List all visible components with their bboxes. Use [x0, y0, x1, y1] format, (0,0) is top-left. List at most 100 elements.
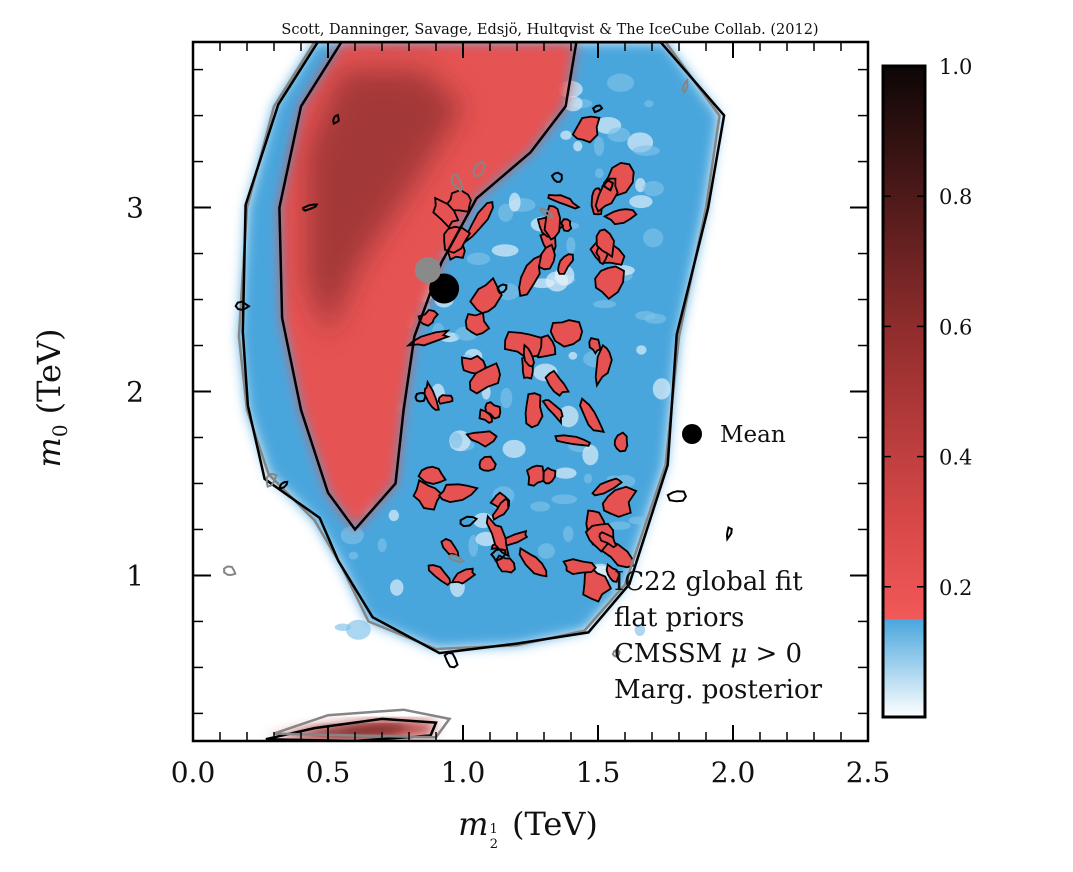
colorbar: 0.2 0.4 0.6 0.8 1.0: [881, 55, 972, 719]
legend: Mean: [682, 422, 786, 448]
blue-mottle: [348, 551, 359, 560]
blue-mottle: [508, 192, 521, 212]
red-speckle: [591, 477, 624, 497]
annotation-line-4: Marg. posterior: [614, 675, 823, 705]
isolated-contour: [223, 565, 237, 576]
blue-mottle: [502, 439, 526, 458]
colorbar-tick-label: 0.6: [939, 315, 972, 339]
blue-mottle: [468, 534, 479, 557]
colorbar-ticks: 0.2 0.4 0.6 0.8 1.0: [883, 55, 972, 600]
red-speckle: [594, 343, 613, 388]
blue-mottle: [634, 623, 646, 637]
x-axis-label: m1 2 (TeV): [458, 805, 598, 852]
annotation-block: IC22 global fit flat priors CMSSM μ > 0 M…: [614, 567, 823, 705]
blue-mottle: [497, 283, 520, 301]
blue-mottle: [593, 300, 617, 309]
red-speckle: [544, 369, 571, 397]
x-axis-label-symbol: m: [458, 805, 488, 843]
blue-mottle: [560, 130, 572, 140]
red-speckle: [469, 276, 503, 315]
red-speckle: [518, 254, 543, 297]
red-speckle: [463, 201, 494, 245]
blue-mottle: [652, 378, 671, 400]
blue-mottle: [388, 509, 400, 522]
mean-marker: [429, 273, 460, 304]
isolated-contour: [301, 203, 319, 212]
colorbar-frame: [881, 64, 927, 719]
x-tick-label: 0.0: [171, 756, 216, 789]
red-speckle: [450, 567, 477, 585]
blue-mottle: [466, 252, 491, 266]
mean-markers: [414, 257, 460, 304]
blue-mottle: [594, 168, 604, 179]
red-speckle: [547, 194, 581, 210]
annotation-cmssm: CMSSM: [614, 639, 722, 669]
y-tick-label: 1: [126, 559, 144, 592]
isolated-contour: [725, 526, 733, 542]
blue-mottle: [551, 494, 578, 505]
y-tick-label: 2: [126, 376, 144, 409]
red-speckle: [437, 394, 454, 405]
y-axis-label-unit: (TeV): [30, 329, 68, 415]
blue-mottle: [450, 432, 463, 449]
red-speckle: [549, 319, 584, 348]
y-axis-label: m0 (TeV): [30, 329, 72, 468]
isolated-contour: [490, 548, 507, 563]
red-speckle: [598, 531, 618, 549]
y-axis-label-symbol: m: [30, 437, 68, 467]
red-speckle: [605, 563, 621, 583]
colorbar-tick-label: 1.0: [939, 55, 972, 79]
red-speckle: [423, 379, 440, 411]
annotation-line-1: IC22 global fit: [614, 567, 803, 597]
colorbar-tick-label: 0.8: [939, 185, 972, 209]
isolated-contour: [550, 171, 563, 183]
blue-mottle: [628, 516, 650, 525]
red-speckle: [541, 399, 564, 426]
isolated-contour: [414, 391, 427, 403]
red-speckle: [601, 485, 638, 518]
blue-mottle: [530, 501, 551, 512]
colorbar-tick-label: 0.4: [939, 446, 972, 470]
red-speckle: [412, 478, 443, 511]
blue-mottle: [566, 236, 576, 254]
blue-mottle: [554, 467, 577, 479]
red-speckle: [484, 401, 502, 420]
x-tick-label: 2.5: [846, 756, 891, 789]
isolated-contour: [278, 480, 289, 490]
red-speckle: [405, 329, 451, 347]
blue-mottle: [340, 526, 364, 545]
blue-mottle: [475, 531, 497, 547]
x-axis-label-unit: (TeV): [512, 805, 598, 843]
blue-mottle: [593, 136, 605, 156]
isolated-contour: [265, 472, 278, 488]
x-axis: 0.0 0.5 1.0 1.5 2.0 2.5: [171, 42, 891, 789]
isolated-contour: [472, 160, 486, 178]
red-speckle: [427, 564, 452, 587]
blue-mottle: [584, 473, 593, 484]
red-speckle: [535, 243, 556, 271]
red-speckle: [523, 343, 535, 368]
red-speckle: [440, 537, 460, 558]
y-axis-label-sub: 0: [48, 424, 72, 437]
blue-mottle: [635, 310, 656, 321]
isolated-contour: [602, 178, 614, 192]
blue-mottle: [644, 100, 654, 108]
red-speckle: [432, 196, 460, 229]
inner-contour-black: [278, 42, 578, 532]
isolated-contour: [681, 78, 689, 94]
red-speckle: [588, 337, 602, 355]
x-tick-label: 1.5: [576, 756, 621, 789]
y-axis: 1 2 3: [126, 68, 868, 715]
isolated-contour: [332, 113, 340, 126]
blue-mottle: [573, 141, 583, 152]
blue-mottle: [377, 538, 387, 553]
blue-mottle: [582, 444, 599, 466]
y-tick-label: 3: [126, 192, 144, 225]
plot-area: [193, 42, 868, 741]
isolated-contour: [459, 515, 479, 528]
red-speckle: [557, 253, 574, 275]
red-speckle: [485, 514, 510, 558]
x-axis-label-sub-num: 1: [489, 822, 497, 837]
blue-mottle: [643, 228, 664, 248]
isolated-contour: [448, 554, 466, 564]
